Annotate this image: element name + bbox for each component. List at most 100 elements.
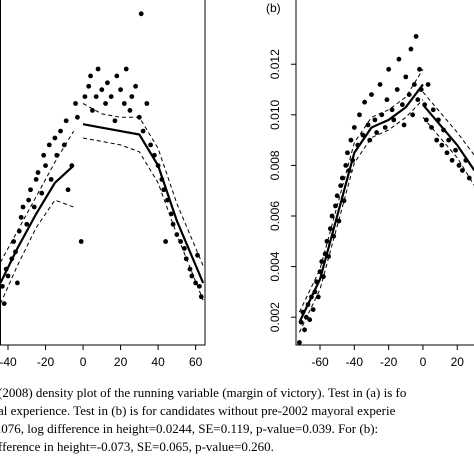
point xyxy=(336,218,342,224)
confidence-band xyxy=(422,91,474,156)
point xyxy=(446,137,452,143)
point xyxy=(327,226,333,232)
point xyxy=(118,87,123,93)
point xyxy=(95,66,101,72)
fit-line xyxy=(298,83,424,323)
point xyxy=(374,130,380,135)
confidence-band xyxy=(0,130,75,263)
point xyxy=(26,197,32,203)
x-tick-label: 40 xyxy=(151,355,165,369)
point xyxy=(123,66,129,72)
point xyxy=(65,187,71,193)
point xyxy=(24,221,30,227)
fit-line xyxy=(82,123,205,284)
point xyxy=(449,157,455,163)
point xyxy=(18,214,24,220)
point xyxy=(360,132,366,138)
point xyxy=(456,163,462,168)
point xyxy=(384,97,390,103)
point xyxy=(341,198,347,204)
point xyxy=(144,101,150,106)
point xyxy=(103,101,108,106)
y-tick-label: 0.010 xyxy=(268,99,282,129)
point xyxy=(357,112,362,118)
point xyxy=(453,147,458,153)
point xyxy=(88,73,93,79)
point xyxy=(33,177,39,182)
point xyxy=(112,118,118,124)
point xyxy=(382,125,388,130)
point xyxy=(338,183,344,189)
x-tick-label: -20 xyxy=(37,355,55,369)
x-tick-label: 20 xyxy=(451,355,465,369)
point xyxy=(460,168,465,173)
confidence-band xyxy=(0,199,74,304)
point xyxy=(52,135,58,141)
point xyxy=(319,259,325,264)
point xyxy=(73,101,78,106)
point xyxy=(324,238,330,244)
point xyxy=(345,150,350,156)
point xyxy=(302,327,307,333)
caption-line: fference in height=-0.073, SE=0.065, p-v… xyxy=(0,439,274,454)
x-tick-label: -40 xyxy=(0,355,17,369)
point xyxy=(140,128,146,134)
caption-line: (2008) density plot of the running varia… xyxy=(0,385,406,400)
point xyxy=(193,280,199,286)
y-tick-label: 0.012 xyxy=(268,49,282,79)
point xyxy=(365,122,371,128)
y-tick-label: 0.006 xyxy=(268,201,282,231)
point xyxy=(1,301,7,306)
point xyxy=(31,204,37,210)
point xyxy=(348,137,354,143)
plot-frame xyxy=(295,0,474,346)
y-tick-label: 0.004 xyxy=(268,251,282,281)
point xyxy=(93,94,99,99)
point xyxy=(413,34,419,39)
point xyxy=(39,190,45,196)
point xyxy=(189,273,195,279)
point xyxy=(343,163,349,168)
point xyxy=(399,102,405,108)
point xyxy=(35,170,41,175)
point xyxy=(90,108,95,113)
point xyxy=(133,83,138,89)
point xyxy=(362,99,368,105)
point xyxy=(333,203,338,209)
point xyxy=(389,107,395,113)
confidence-band xyxy=(82,103,204,266)
point xyxy=(351,125,357,130)
confidence-band xyxy=(298,69,424,313)
point xyxy=(181,246,187,251)
point xyxy=(75,114,80,120)
point xyxy=(372,117,378,123)
point xyxy=(444,150,450,156)
point xyxy=(41,152,47,158)
point xyxy=(423,117,429,123)
point xyxy=(187,266,193,272)
point xyxy=(401,122,407,128)
point xyxy=(307,317,313,323)
caption-line: al experience. Test in (b) is for candid… xyxy=(0,403,396,418)
point xyxy=(105,80,110,86)
point xyxy=(43,163,48,169)
point xyxy=(408,46,414,52)
point xyxy=(86,83,92,89)
x-tick-label: -60 xyxy=(311,355,329,369)
point xyxy=(394,87,400,92)
point xyxy=(434,137,440,143)
point xyxy=(63,118,69,124)
point xyxy=(58,128,63,134)
x-tick-label: -40 xyxy=(346,355,364,369)
point xyxy=(20,204,26,210)
caption-line: .076, log difference in height=0.0244, S… xyxy=(0,421,378,436)
point xyxy=(78,239,84,244)
point xyxy=(310,307,316,312)
point xyxy=(121,101,127,106)
plot-frame xyxy=(0,0,206,346)
point xyxy=(138,11,144,17)
x-tick-label: 0 xyxy=(420,355,427,369)
panel-label: (b) xyxy=(266,1,281,15)
